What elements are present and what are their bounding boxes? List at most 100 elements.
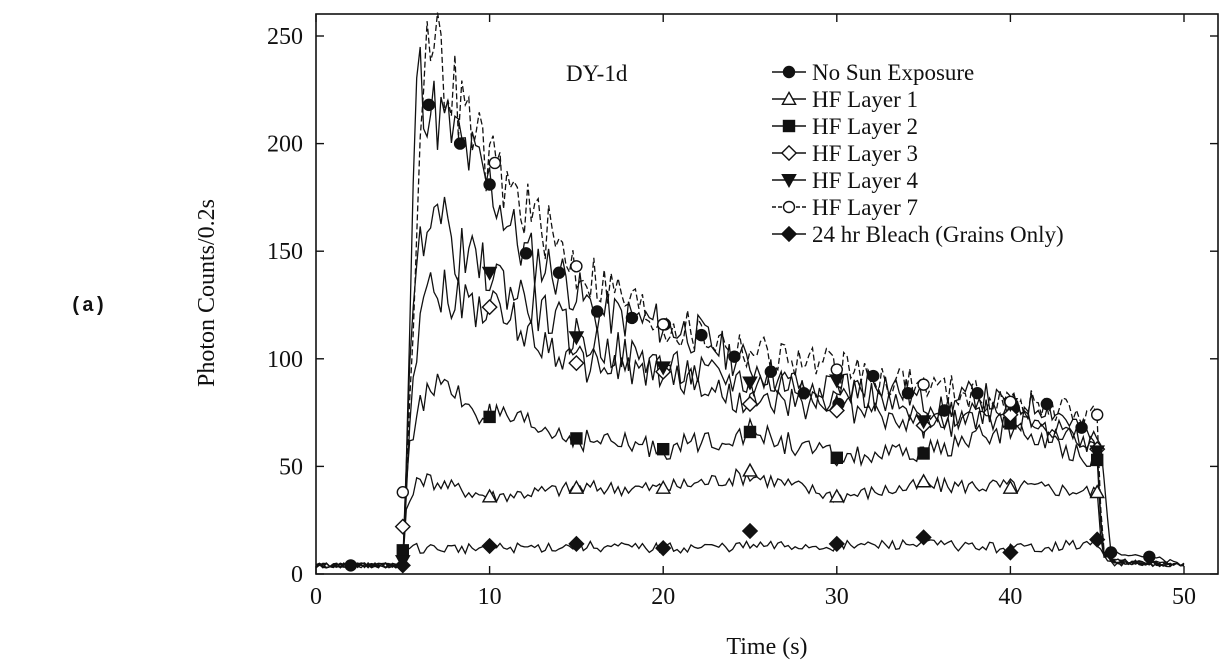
y-tick-label: 200 [267, 132, 303, 158]
data-point [1143, 550, 1156, 563]
data-point [453, 137, 467, 150]
data-point [742, 462, 758, 477]
data-point [867, 369, 880, 383]
series-line [315, 46, 1185, 569]
data-point [396, 544, 409, 557]
data-point [829, 488, 845, 503]
data-point [743, 425, 757, 439]
x-tick-label: 50 [1172, 584, 1196, 610]
data-point [1002, 544, 1019, 561]
data-point [1002, 406, 1019, 423]
data-point [1089, 445, 1105, 460]
data-point [481, 488, 498, 503]
data-point [741, 395, 759, 413]
x-tick-label: 10 [478, 584, 502, 610]
data-point [591, 305, 604, 318]
data-point [828, 535, 845, 553]
data-point [1090, 408, 1104, 421]
data-point [1089, 484, 1105, 499]
x-tick-label: 0 [310, 584, 322, 610]
x-axis-title: Time (s) [726, 634, 807, 660]
data-point [915, 473, 932, 488]
data-point [655, 479, 671, 494]
data-point [655, 540, 672, 557]
legend-marker [781, 90, 797, 105]
y-tick-label: 100 [267, 347, 303, 373]
x-tick-label: 20 [651, 584, 675, 610]
x-tick-label: 30 [825, 584, 849, 610]
plot-frame [315, 13, 1219, 575]
legend-marker [782, 200, 796, 214]
data-point [481, 537, 498, 555]
legend-label: HF Layer 4 [812, 168, 919, 193]
data-point [483, 410, 496, 424]
legend-marker [780, 225, 798, 243]
series-line [315, 537, 1185, 569]
data-point [915, 415, 932, 430]
data-point [519, 247, 533, 260]
legend-label: HF Layer 7 [812, 195, 918, 220]
data-point [568, 535, 585, 553]
data-point [481, 266, 498, 281]
data-point [728, 350, 741, 363]
data-point [917, 447, 930, 460]
data-point [915, 529, 932, 546]
data-point [797, 387, 811, 400]
data-point [695, 328, 708, 342]
data-point [552, 266, 566, 279]
data-point [570, 432, 583, 445]
series-line [315, 12, 1185, 569]
legend-marker [780, 144, 798, 162]
data-point [1104, 546, 1118, 559]
data-point [568, 354, 585, 372]
legend-label: No Sun Exposure [812, 60, 974, 85]
series-markers [344, 98, 1156, 574]
data-point [1002, 479, 1019, 494]
y-tick-label: 150 [267, 239, 303, 265]
legend-label: HF Layer 1 [812, 87, 918, 112]
legend-label: HF Layer 3 [812, 141, 918, 166]
data-point [657, 442, 670, 456]
data-point [396, 486, 409, 499]
data-point [830, 363, 843, 376]
data-point [1075, 421, 1088, 434]
data-point [971, 387, 984, 400]
data-point [1004, 395, 1017, 409]
data-point [828, 402, 845, 419]
legend-label: HF Layer 2 [812, 114, 918, 139]
legend-label: 24 hr Bleach (Grains Only) [812, 222, 1064, 247]
data-point [483, 178, 496, 191]
y-tick-label: 0 [291, 562, 303, 588]
panel-label: (a) [70, 295, 107, 318]
data-point [344, 559, 357, 572]
data-point [764, 365, 778, 378]
data-point [394, 557, 411, 574]
series-line [315, 269, 1185, 569]
data-point [488, 156, 502, 170]
data-point [1040, 397, 1054, 411]
data-point [655, 361, 671, 376]
data-point [568, 331, 585, 346]
data-point [625, 311, 639, 325]
data-point [830, 451, 843, 464]
series-lines [315, 12, 1185, 569]
chart-annotation: DY-1d [566, 61, 628, 86]
data-point [394, 518, 411, 535]
y-tick-label: 250 [267, 24, 303, 50]
data-point [901, 387, 915, 400]
data-point [568, 479, 585, 494]
y-tick-label: 50 [279, 454, 303, 480]
series-line [315, 373, 1185, 569]
legend-marker [781, 174, 797, 189]
data-point [1089, 531, 1106, 548]
legend-marker [782, 65, 796, 79]
data-point [917, 378, 930, 391]
y-axis-title: Photon Counts/0.2s [194, 199, 220, 387]
x-tick-label: 40 [998, 584, 1022, 610]
data-point [657, 318, 670, 331]
data-point [742, 376, 758, 391]
data-point [481, 299, 498, 316]
data-point [938, 404, 951, 417]
